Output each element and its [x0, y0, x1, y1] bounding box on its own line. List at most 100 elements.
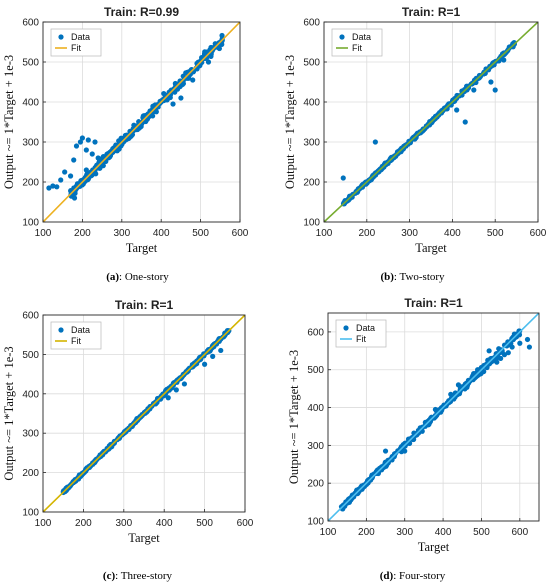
- x-tick-label: 300: [113, 228, 130, 239]
- data-point: [475, 367, 481, 373]
- legend-fit-label: Fit: [352, 43, 362, 53]
- x-tick-label: 600: [232, 228, 249, 239]
- x-tick-label: 200: [358, 228, 375, 239]
- data-point: [88, 169, 94, 175]
- data-point: [92, 139, 98, 145]
- x-tick-label: 100: [320, 527, 337, 538]
- x-tick-label: 600: [237, 518, 254, 529]
- data-point: [509, 344, 515, 350]
- data-point: [492, 87, 498, 93]
- y-tick-label: 300: [307, 441, 324, 452]
- data-point: [210, 353, 216, 359]
- data-point: [218, 347, 224, 354]
- data-point: [71, 157, 77, 163]
- data-point: [58, 177, 64, 183]
- axes-box: [42, 21, 241, 223]
- data-point: [205, 59, 212, 65]
- x-tick-label: 400: [156, 518, 173, 529]
- x-tick-label: 200: [74, 228, 91, 239]
- data-point: [382, 448, 389, 454]
- data-point: [340, 175, 346, 181]
- data-point: [166, 387, 172, 393]
- chart-two-story: 100 200 300 400 500 600 100 200 300 400 500 600 Trai…: [283, 5, 547, 255]
- x-tick-label: 100: [35, 518, 52, 529]
- caption-four-story: (d): Four-story: [275, 570, 550, 582]
- chart-three-story: 100 200 300 400 500 600 100 200 300 400 500 600 Trai…: [2, 298, 254, 545]
- data-point: [216, 45, 223, 52]
- x-tick-label: 500: [487, 228, 504, 239]
- data-point: [85, 137, 91, 143]
- data-point: [505, 350, 511, 356]
- data-point: [126, 426, 132, 432]
- y-axis-label: Output ~= 1*Target + 1e-3: [2, 346, 16, 480]
- x-tick-label: 400: [153, 228, 170, 239]
- data-point: [89, 151, 95, 157]
- y-tick-label: 400: [307, 403, 324, 414]
- x-tick-label: 200: [358, 527, 375, 538]
- data-point: [402, 448, 408, 454]
- data-point: [462, 119, 468, 125]
- legend-data-marker: [58, 327, 64, 333]
- data-point: [501, 57, 507, 63]
- data-point: [524, 336, 531, 343]
- y-tick-label: 500: [307, 365, 324, 376]
- axes-box: [327, 312, 540, 522]
- x-tick-label: 300: [401, 228, 418, 239]
- panel-four-story: 100 200 300 400 500 600 100 200 300 400 500 600 Trai…: [275, 293, 550, 586]
- caption-text: : Three-story: [115, 570, 173, 582]
- data-point: [171, 380, 177, 386]
- panel-three-story: 100 200 300 400 500 600 100 200 300 400 500 600 Trai…: [0, 293, 275, 586]
- caption-letter: (d): [379, 570, 394, 582]
- legend-box: [50, 28, 102, 57]
- panel-two-story: 100 200 300 400 500 600 100 200 300 400 500 600 Trai…: [275, 0, 550, 293]
- data-point: [495, 57, 501, 64]
- chart-title: Train: R=1: [404, 296, 463, 310]
- panel-one-story: 100 200 300 400 500 600 100 200 300 400 500 600 Trai…: [0, 0, 275, 293]
- data-point: [189, 66, 195, 73]
- y-tick-label: 600: [22, 18, 39, 29]
- axes-box: [42, 314, 246, 513]
- x-tick-label: 100: [316, 228, 333, 239]
- data-point: [95, 155, 101, 161]
- fit-line: [324, 22, 538, 222]
- chart-title: Train: R=1: [402, 5, 461, 19]
- data-point: [448, 391, 454, 397]
- caption-two-story: (b): Two-story: [275, 271, 550, 283]
- data-point: [432, 406, 439, 413]
- data-point: [62, 169, 68, 175]
- caption-letter: (b): [380, 271, 394, 283]
- data-point: [488, 79, 494, 85]
- y-tick-label: 100: [22, 218, 39, 229]
- data-point: [407, 140, 414, 146]
- legend-fit-label: Fit: [71, 43, 81, 53]
- data-point: [201, 51, 208, 57]
- y-tick-label: 200: [307, 479, 324, 490]
- y-axis-label: Output ~= 1*Target + 1e-3: [287, 350, 301, 484]
- fit-line: [43, 22, 240, 222]
- data-point: [165, 395, 171, 401]
- data-point: [372, 139, 378, 145]
- x-tick-label: 600: [511, 527, 528, 538]
- caption-letter: (c): [102, 570, 116, 582]
- y-tick-label: 200: [303, 178, 320, 189]
- y-tick-label: 600: [307, 327, 324, 338]
- data-point: [162, 96, 168, 102]
- data-point: [455, 382, 462, 388]
- data-point: [526, 344, 533, 350]
- chart-one-story: 100 200 300 400 500 600 100 200 300 400 500 600 Trai…: [2, 5, 249, 255]
- legend-data-label: Data: [71, 32, 90, 42]
- x-tick-label: 500: [192, 228, 209, 239]
- caption-text: : Four-story: [393, 570, 446, 582]
- caption-text: : One-story: [119, 271, 169, 283]
- data-point: [178, 95, 184, 101]
- legend-data-label: Data: [71, 325, 90, 335]
- data-point: [79, 135, 85, 141]
- y-tick-label: 500: [303, 58, 320, 69]
- y-tick-label: 300: [22, 138, 39, 149]
- y-tick-label: 300: [303, 138, 320, 149]
- legend-box: [50, 321, 102, 350]
- data-point: [364, 481, 370, 487]
- data-point: [83, 167, 89, 173]
- legend-data-label: Data: [352, 32, 371, 42]
